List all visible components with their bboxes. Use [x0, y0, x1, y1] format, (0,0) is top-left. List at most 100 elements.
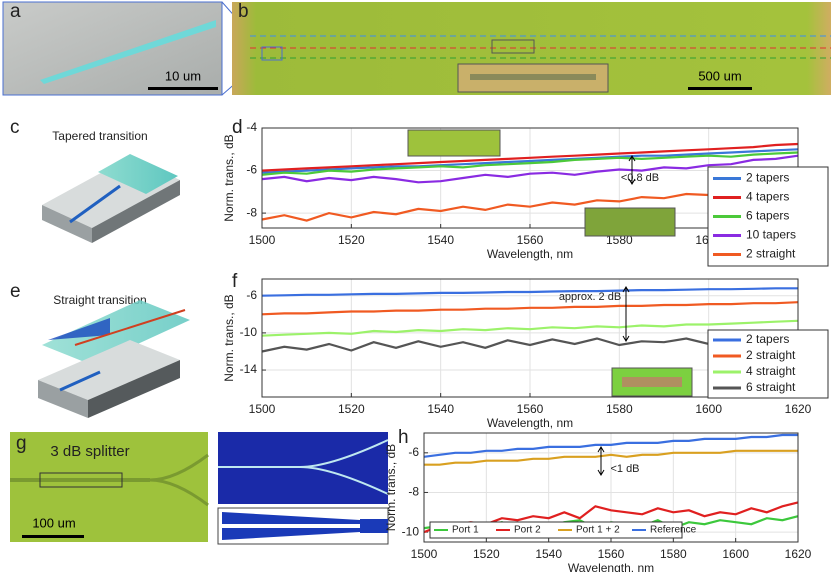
- x-tick-label: 1540: [535, 547, 562, 561]
- x-tick-label: 1560: [517, 233, 544, 247]
- substrate: [88, 360, 180, 418]
- x-tick-label: 1540: [427, 402, 454, 416]
- y-tick-label: -10: [402, 524, 420, 538]
- legend-label: 2 straight: [746, 247, 796, 261]
- series-line: [261, 301, 799, 316]
- legend-label: 4 straight: [746, 364, 796, 378]
- series-line: [424, 449, 798, 466]
- x-tick-label: 1500: [249, 233, 276, 247]
- zoom-box: [491, 39, 535, 54]
- x-tick-label: 1560: [517, 402, 544, 416]
- y-tick-label: -8: [408, 485, 419, 499]
- y-tick-label: -14: [240, 362, 258, 376]
- layout-taper: [360, 519, 388, 533]
- inset-taper: [470, 74, 596, 80]
- scale-bar: [688, 87, 752, 90]
- series-line: [261, 142, 799, 172]
- zoom-box: [261, 46, 283, 61]
- series-line: [423, 433, 798, 458]
- scale-bar: [148, 87, 218, 90]
- panel-label: e: [10, 281, 21, 302]
- taper: [48, 318, 110, 340]
- panel-e: e Straight transition: [10, 281, 190, 418]
- y-tick-label: -4: [246, 120, 257, 134]
- x-tick-label: 1500: [411, 547, 438, 561]
- panel-label: d: [232, 117, 243, 138]
- y-axis-label: Norm. trans., dB: [222, 294, 236, 381]
- scale-label: 100 um: [32, 515, 75, 530]
- annotation-arrowhead: [597, 446, 605, 476]
- substrate: [92, 180, 180, 243]
- substrate: [38, 380, 88, 418]
- legend-label: 6 straight: [746, 380, 796, 394]
- legend-label: Reference: [650, 525, 697, 536]
- substrate: [42, 205, 92, 243]
- legend-label: 2 straight: [746, 348, 796, 362]
- series-line: [261, 148, 799, 174]
- layout-taper: [222, 528, 360, 540]
- y-axis-label: Norm. trans., dB: [384, 444, 398, 531]
- panel-label: c: [10, 117, 20, 138]
- series-line: [261, 319, 799, 337]
- legend-label: 2 tapers: [746, 171, 789, 185]
- inset-image: [622, 377, 682, 387]
- inset-image: [407, 129, 501, 157]
- taper: [69, 184, 121, 224]
- legend-label: 6 tapers: [746, 209, 789, 223]
- legend-label: Port 1 + 2: [576, 525, 620, 536]
- series-line: [261, 151, 799, 176]
- scale-label: 500 um: [698, 68, 741, 83]
- panel-title: 3 dB splitter: [50, 443, 129, 460]
- panel-title: Straight transition: [53, 293, 146, 307]
- x-tick-label: 1580: [660, 547, 687, 561]
- panel-a: 10 um a: [2, 1, 263, 96]
- panel-g: 100 um 3 dB splitter g: [10, 432, 389, 545]
- y-tick-label: -6: [408, 445, 419, 459]
- core: [74, 309, 186, 346]
- x-tick-label: 1600: [695, 402, 722, 416]
- x-tick-label: 1520: [338, 233, 365, 247]
- series-line: [261, 154, 799, 184]
- plot-frame: [423, 432, 799, 543]
- legend-label: Port 1: [452, 525, 479, 536]
- x-tick-label: 1620: [785, 402, 812, 416]
- panel-label: b: [238, 1, 249, 22]
- legend-label: 4 tapers: [746, 190, 789, 204]
- x-tick-label: 1500: [249, 402, 276, 416]
- panel-label: f: [232, 271, 238, 292]
- x-axis-label: Wavelength, nm: [487, 416, 573, 430]
- y-tick-label: -8: [246, 205, 257, 219]
- x-tick-label: 1620: [785, 547, 812, 561]
- y-axis-label: Norm. trans., dB: [222, 134, 236, 221]
- annotation: <0.8 dB: [621, 172, 659, 184]
- legend-label: 2 tapers: [746, 332, 789, 346]
- scale-bar: [22, 535, 84, 538]
- y-tick-label: -10: [240, 325, 258, 339]
- panel-b: 500 um b: [232, 1, 831, 95]
- x-tick-label: 1560: [598, 547, 625, 561]
- scale-label: 10 um: [165, 68, 201, 83]
- y-tick-label: -6: [246, 163, 257, 177]
- y-tick-label: -6: [246, 288, 257, 302]
- legend: [429, 521, 683, 539]
- legend-label: Port 2: [514, 525, 541, 536]
- x-tick-label: 1520: [338, 402, 365, 416]
- panel-title: Tapered transition: [52, 129, 147, 143]
- annotation: approx. 2 dB: [559, 291, 621, 303]
- panel-label: h: [398, 427, 409, 448]
- x-tick-label: 1540: [427, 233, 454, 247]
- taper: [59, 370, 101, 392]
- annotation-arrowhead: [622, 286, 630, 342]
- field: [218, 439, 389, 495]
- micrograph: [2, 1, 223, 96]
- inset-image: [584, 207, 676, 237]
- panel-label: g: [16, 433, 27, 454]
- panel-label: a: [10, 1, 21, 22]
- x-tick-label: 1600: [722, 547, 749, 561]
- x-tick-label: 1520: [473, 547, 500, 561]
- x-tick-label: 1580: [606, 402, 633, 416]
- legend-label: 10 tapers: [746, 228, 796, 242]
- annotation: <1 dB: [610, 463, 639, 475]
- panel-c: c Tapered transition: [10, 117, 180, 243]
